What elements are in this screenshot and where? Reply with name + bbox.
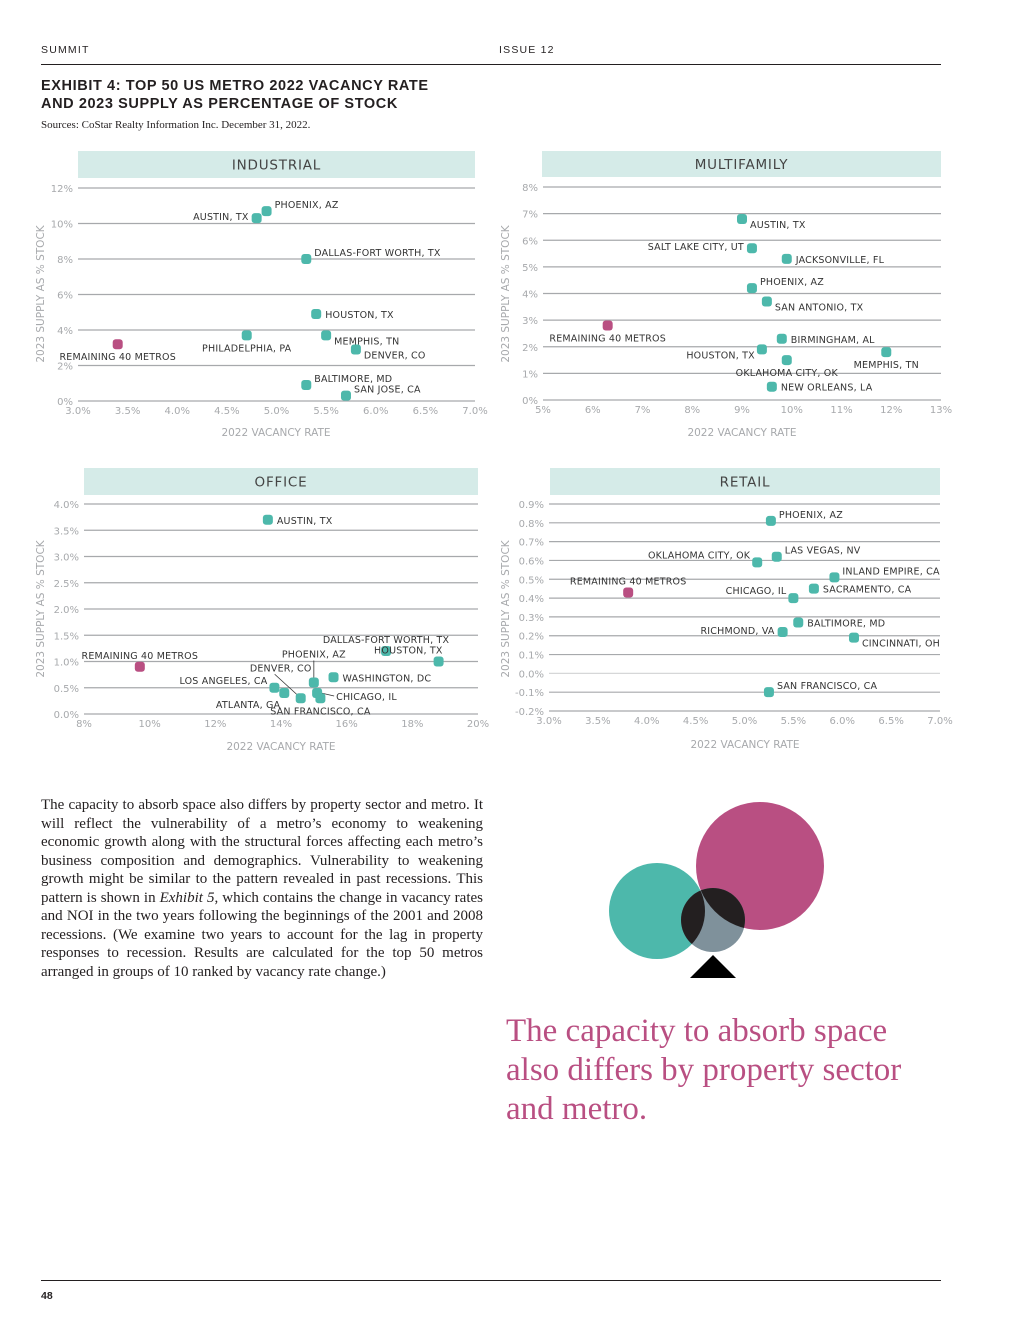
point-denver-co — [350, 344, 361, 355]
overlapping-circles-icon — [609, 802, 824, 978]
point-label-houston-tx: HOUSTON, TX — [325, 310, 394, 321]
point-label-baltimore-md: BALTIMORE, MD — [314, 374, 392, 385]
point-baltimore-md — [301, 380, 312, 391]
teal-circle — [609, 863, 705, 959]
body-text-part1: The capacity to absorb space also differ… — [41, 797, 483, 906]
exhibit-title-line1: EXHIBIT 4: TOP 50 US METRO 2022 VACANCY … — [41, 78, 429, 94]
point-label-austin-tx: AUSTIN, TX — [193, 212, 249, 223]
y-tick-label: 2% — [57, 362, 73, 373]
point-remaining-40-metros — [112, 339, 123, 350]
y-tick-label: 6% — [57, 291, 73, 302]
page-number: 48 — [41, 1290, 53, 1302]
y-tick-label: 10% — [51, 220, 73, 231]
exhibit-title-line2: AND 2023 SUPPLY AS PERCENTAGE OF STOCK — [41, 96, 398, 112]
point-label-philadelphia-pa: PHILADELPHIA, PA — [202, 343, 292, 354]
issue-number: ISSUE 12 — [499, 44, 555, 56]
x-tick-label: 3.0% — [65, 406, 90, 417]
y-tick-label: 8% — [57, 255, 73, 266]
point-label-remaining-40-metros: REMAINING 40 METROS — [59, 352, 176, 363]
x-tick-label: 6.0% — [363, 406, 388, 417]
x-tick-label: 5.5% — [313, 406, 338, 417]
y-tick-label: 0% — [57, 397, 73, 408]
point-label-san-jose-ca: SAN JOSE, CA — [354, 385, 421, 396]
body-text-part2: , which contains the change in vacancy r… — [41, 889, 483, 980]
point-san-jose-ca — [340, 390, 351, 401]
header-rule — [41, 64, 941, 65]
industrial-title-band — [78, 151, 475, 178]
pull-quote: The capacity to absorb space also differ… — [506, 1013, 902, 1127]
publication-name: SUMMIT — [41, 44, 90, 56]
point-label-phoenix-az: PHOENIX, AZ — [275, 200, 339, 211]
point-label-denver-co: DENVER, CO — [364, 351, 426, 362]
y-axis-label: 2023 SUPPLY AS % STOCK — [35, 224, 47, 362]
exhibit-title: EXHIBIT 4: TOP 50 US METRO 2022 VACANCY … — [41, 77, 429, 113]
point-austin-tx — [251, 213, 262, 224]
x-tick-label: 5.0% — [264, 406, 289, 417]
x-axis-label: 2022 VACANCY RATE — [221, 427, 330, 439]
exhibit-5-reference: Exhibit 5 — [159, 889, 215, 906]
x-tick-label: 6.5% — [413, 406, 438, 417]
x-tick-label: 4.5% — [214, 406, 239, 417]
x-tick-label: 4.0% — [165, 406, 190, 417]
industrial-title: INDUSTRIAL — [232, 158, 321, 174]
point-dallas-fort-worth-tx — [301, 254, 312, 264]
triangle-base — [690, 955, 736, 978]
decorative-illustration — [600, 795, 840, 990]
point-phoenix-az — [261, 206, 272, 217]
x-tick-label: 7.0% — [462, 406, 487, 417]
body-paragraph: The capacity to absorb space also differ… — [41, 796, 483, 981]
footer-rule — [41, 1280, 941, 1281]
y-tick-label: 12% — [51, 184, 73, 195]
point-label-dallas-fort-worth-tx: DALLAS-FORT WORTH, TX — [314, 248, 441, 259]
point-label-memphis-tn: MEMPHIS, TN — [334, 336, 399, 347]
exhibit-source: Sources: CoStar Realty Information Inc. … — [41, 119, 311, 131]
point-memphis-tn — [321, 330, 332, 341]
y-tick-label: 4% — [57, 326, 73, 337]
x-tick-label: 3.5% — [115, 406, 140, 417]
point-philadelphia-pa — [241, 330, 252, 341]
point-houston-tx — [311, 309, 322, 320]
